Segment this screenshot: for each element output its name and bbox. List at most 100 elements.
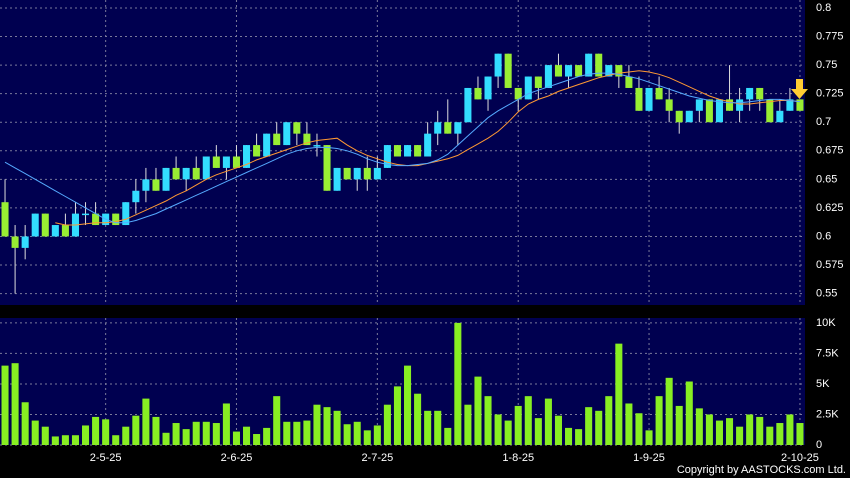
volume-bar <box>31 420 39 445</box>
volume-bar <box>263 427 271 445</box>
volume-bar <box>565 427 573 445</box>
y-tick-label: 0.675 <box>816 145 844 157</box>
candle-body <box>122 202 130 226</box>
candle-body <box>21 236 29 248</box>
candle-body <box>615 65 623 77</box>
volume-bar <box>243 426 251 445</box>
volume-bar <box>766 426 774 445</box>
candle-body <box>92 213 100 226</box>
candle-body <box>383 145 391 168</box>
volume-bar <box>474 376 482 445</box>
y-tick-label: 0.575 <box>816 259 844 271</box>
candle-body <box>303 133 311 146</box>
candle-body <box>776 110 784 123</box>
volume-bar <box>21 402 29 445</box>
volume-bar <box>605 396 613 445</box>
candle-body <box>444 122 452 134</box>
candle-body <box>31 213 39 237</box>
y-tick-label: 7.5K <box>816 347 839 359</box>
y-tick-label: 0.625 <box>816 202 844 214</box>
volume-bar <box>192 421 200 445</box>
candle-body <box>414 145 422 157</box>
candle-body <box>1 202 9 237</box>
x-tick-label: 2-7-25 <box>361 452 393 464</box>
candle-body <box>323 145 331 191</box>
candle-body <box>41 213 49 237</box>
volume-bar <box>695 408 703 445</box>
volume-bar <box>132 415 140 445</box>
volume-bar <box>494 414 502 445</box>
candle-body <box>61 225 69 237</box>
volume-bar <box>454 322 462 445</box>
volume-bar <box>333 410 341 445</box>
candle-body <box>182 167 190 180</box>
y-tick-label: 0.75 <box>816 59 837 71</box>
volume-bar <box>232 431 240 445</box>
candle-body <box>585 53 593 77</box>
candle-body <box>192 167 200 180</box>
volume-bar <box>575 429 583 445</box>
y-tick-label: 2.5K <box>816 408 839 420</box>
x-tick-label: 1-9-25 <box>633 452 665 464</box>
candle-body <box>263 133 271 157</box>
volume-bar <box>655 396 663 445</box>
candle-body <box>273 133 281 146</box>
volume-bar <box>182 429 190 445</box>
candle-body <box>11 236 19 248</box>
volume-bar <box>796 423 804 445</box>
volume-bar <box>736 426 744 445</box>
volume-layer: 0 2.5K 5K 7.5K 10K 2-5-25 2-6-25 2-7-25 1-8-25 1-… <box>0 317 839 464</box>
x-tick-label: 2-10-25 <box>781 452 819 464</box>
volume-bar <box>776 423 784 445</box>
candle-body <box>575 65 583 77</box>
volume-bar <box>504 420 512 445</box>
volume-bar <box>1 365 9 445</box>
volume-bar <box>746 414 754 445</box>
candle-body <box>726 99 734 111</box>
volume-bar <box>434 410 442 445</box>
volume-bar <box>414 393 422 445</box>
volume-bar <box>112 435 120 445</box>
candle-body <box>363 167 371 180</box>
y-tick-label: 0.6 <box>816 230 831 242</box>
candle-body <box>152 179 160 191</box>
volume-bar <box>645 430 653 445</box>
candle-body <box>786 99 794 111</box>
candle-body <box>373 167 381 180</box>
candle-body <box>393 145 401 157</box>
volume-bar <box>615 343 623 445</box>
volume-bar <box>534 418 542 445</box>
candle-body <box>565 65 573 77</box>
volume-bar <box>222 403 230 445</box>
candle-body <box>253 145 261 157</box>
candle-body <box>534 76 542 88</box>
candle-body <box>605 65 613 77</box>
volume-bar <box>756 416 764 445</box>
last-price-arrow <box>791 79 808 99</box>
volume-bar <box>152 416 160 445</box>
candle-body <box>554 65 562 77</box>
volume-bar <box>303 420 311 445</box>
volume-bar <box>212 423 220 445</box>
volume-bar <box>665 377 673 445</box>
y-tick-label: 0.7 <box>816 116 831 128</box>
y-tick-label: 5K <box>816 378 830 390</box>
volume-bar <box>424 410 432 445</box>
candle-body <box>746 87 754 100</box>
candle-body <box>736 99 744 111</box>
candle-body <box>142 179 150 191</box>
volume-bar <box>273 396 281 445</box>
candle-body <box>283 122 291 146</box>
candle-body <box>313 145 321 147</box>
candle-body <box>232 156 240 168</box>
candle-body <box>293 122 301 134</box>
candle-body <box>243 145 251 168</box>
volume-bar <box>393 386 401 445</box>
candle-body <box>484 76 492 100</box>
candle-body <box>524 76 532 100</box>
candle-body <box>343 167 351 180</box>
candle-body <box>434 122 442 134</box>
candle-body <box>655 87 663 100</box>
candle-body <box>82 213 90 216</box>
